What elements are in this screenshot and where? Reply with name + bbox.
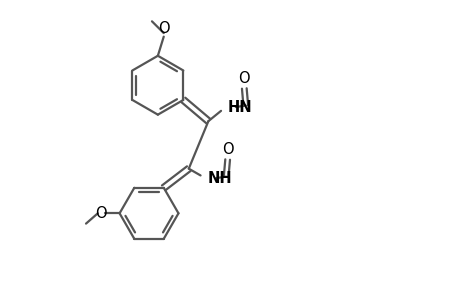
Text: NH: NH bbox=[207, 172, 232, 187]
Text: O: O bbox=[95, 206, 106, 221]
Text: HN: HN bbox=[227, 100, 252, 116]
Text: O: O bbox=[238, 70, 250, 86]
Text: O: O bbox=[221, 142, 233, 157]
Text: O: O bbox=[157, 21, 169, 36]
